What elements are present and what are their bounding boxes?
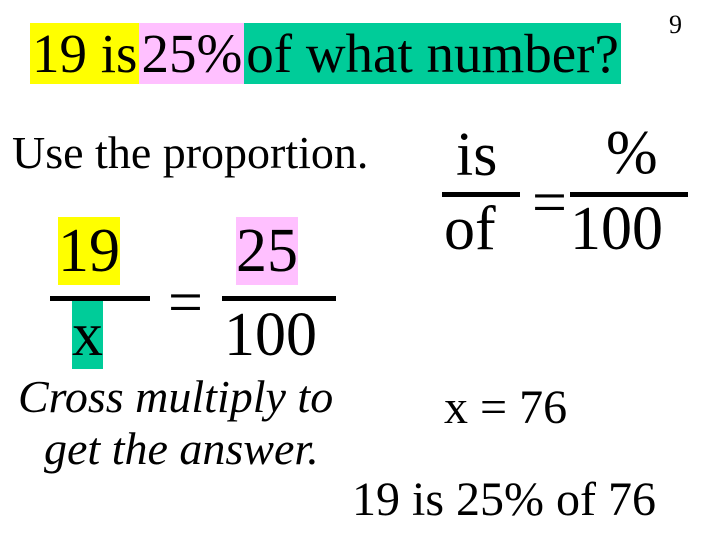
numeric-x-text: x [72,301,103,369]
question-part-is: 19 is [30,23,139,84]
numeric-100: 100 [224,300,317,371]
use-the-proportion-text: Use the proportion. [12,126,368,179]
fraction-bar-right [570,192,688,197]
cross-multiply-line2: get the answer. [44,422,319,475]
cross-multiply-line1: Cross multiply to [18,370,333,423]
fraction-of-denominator: of [444,194,496,265]
fraction-is-numerator: is [456,120,497,191]
question: 19 is25%of what number? [30,26,621,81]
numeric-19-text: 19 [58,217,120,285]
numeric-bar-right [222,296,336,301]
fraction-100-denominator: 100 [570,194,663,265]
slide: 9 19 is25%of what number? Use the propor… [0,0,720,540]
numeric-equals: = [168,268,203,339]
fraction-bar-left [442,192,520,197]
numeric-bar-left [50,296,150,301]
question-part-of: of what number? [244,23,621,84]
numeric-19: 19 [58,216,120,287]
solution-text: x = 76 [444,380,567,435]
fraction-percent-numerator: % [606,118,658,189]
page-number: 9 [669,10,682,40]
numeric-25-text: 25 [236,217,298,285]
question-part-percent: 25% [139,23,244,84]
equals-sign-schematic: = [532,168,567,239]
numeric-x: x [72,300,103,371]
numeric-25: 25 [236,216,298,287]
final-statement: 19 is 25% of 76 [352,472,656,527]
